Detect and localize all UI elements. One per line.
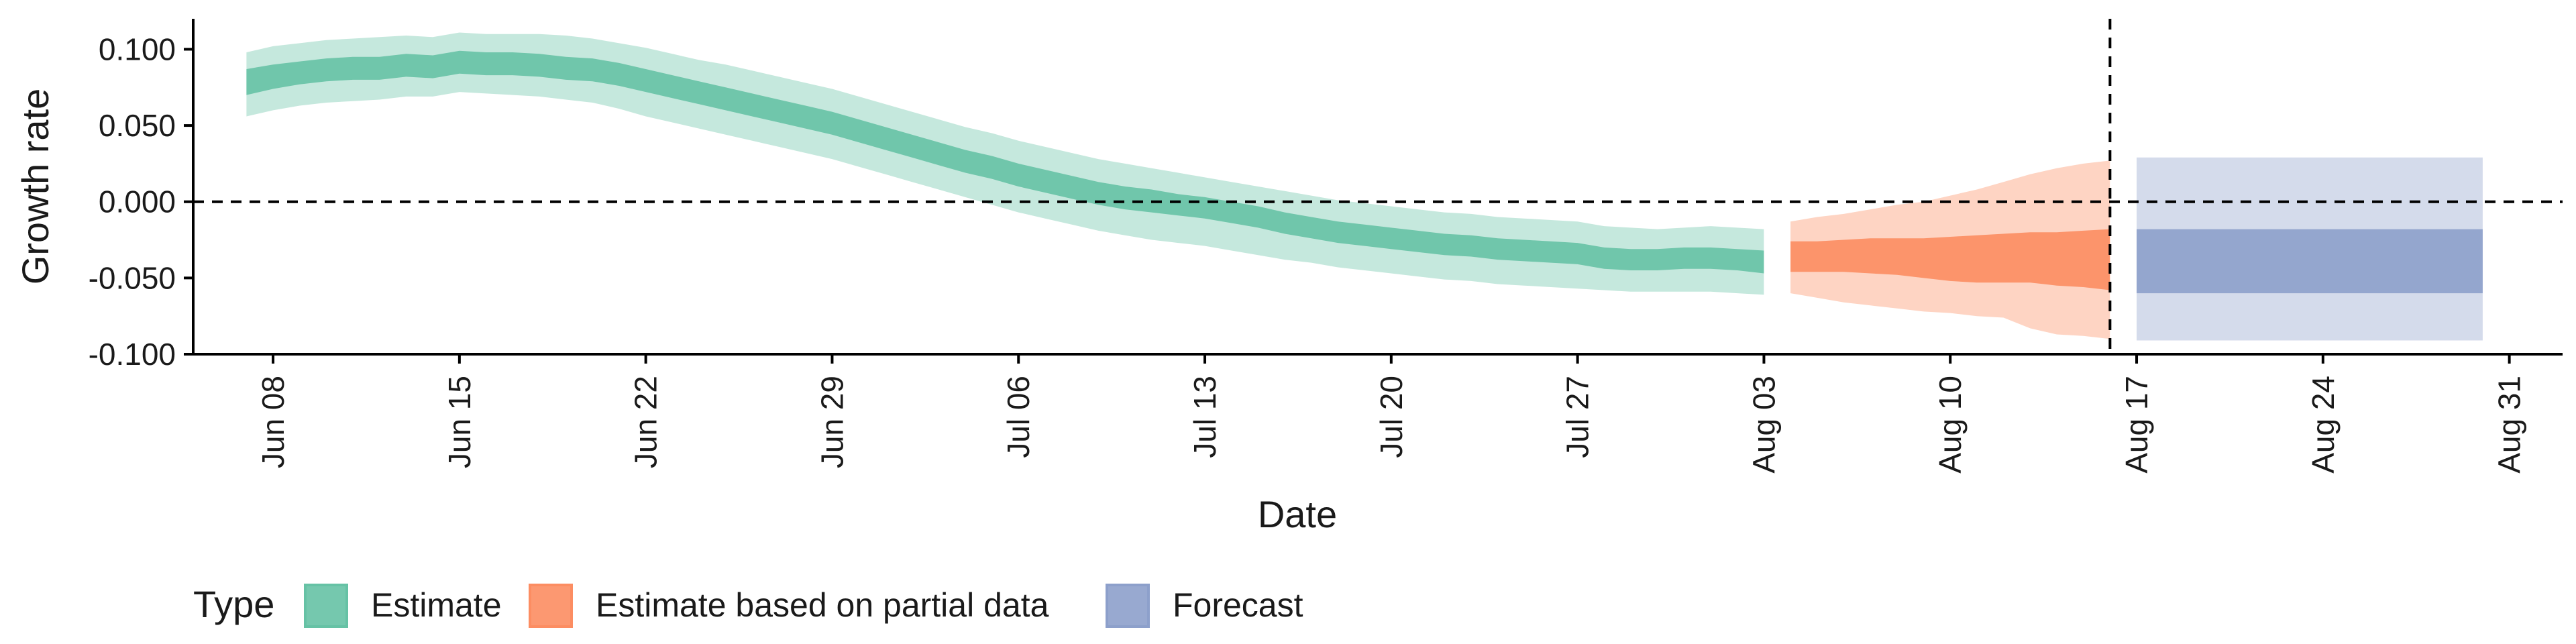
y-tick-label: -0.100	[89, 337, 176, 372]
legend-title: Type	[193, 583, 274, 625]
x-axis-title: Date	[1258, 493, 1337, 535]
estimate-based-on-partial-data-inner-band	[1790, 229, 2110, 290]
chart-axes: 0.100 0.050 0.000 -0.050 -0.100 Jun 08 Jun 15 J…	[14, 19, 2563, 535]
legend-label: Estimate	[371, 586, 502, 624]
x-tick-label: Jun 08	[256, 376, 290, 468]
legend-label: Forecast	[1173, 586, 1303, 624]
x-tick-label: Jul 06	[1001, 376, 1036, 458]
x-tick-label: Aug 31	[2492, 376, 2527, 474]
x-tick-label: Aug 17	[2119, 376, 2154, 474]
chart-bands	[246, 32, 2483, 341]
x-tick-label: Jun 29	[814, 376, 849, 468]
legend-swatch	[304, 584, 348, 628]
x-tick-label: Jun 15	[442, 376, 477, 468]
chart-legend: Type Estimate Estimate based on partial da…	[193, 583, 1303, 628]
forecast-inner-band	[2137, 229, 2483, 294]
x-tick-label: Aug 24	[2306, 376, 2341, 474]
estimate-inner-band	[246, 50, 1764, 274]
legend-label: Estimate based on partial data	[596, 586, 1049, 624]
reference-lines	[193, 19, 2563, 354]
x-tick-label: Aug 03	[1746, 376, 1781, 474]
x-tick-label: Jun 22	[629, 376, 663, 468]
x-tick-label: Jul 27	[1560, 376, 1595, 458]
legend-swatch	[1106, 584, 1150, 628]
y-tick-label: 0.050	[99, 108, 176, 143]
y-axis-title: Growth rate	[14, 89, 56, 285]
y-tick-label: -0.050	[89, 260, 176, 295]
y-tick-label: 0.000	[99, 184, 176, 219]
legend-swatch	[529, 584, 573, 628]
x-tick-label: Jul 20	[1374, 376, 1409, 458]
x-tick-label: Jul 13	[1187, 376, 1222, 458]
x-tick-label: Aug 10	[1933, 376, 1968, 474]
y-tick-label: 0.100	[99, 32, 176, 66]
